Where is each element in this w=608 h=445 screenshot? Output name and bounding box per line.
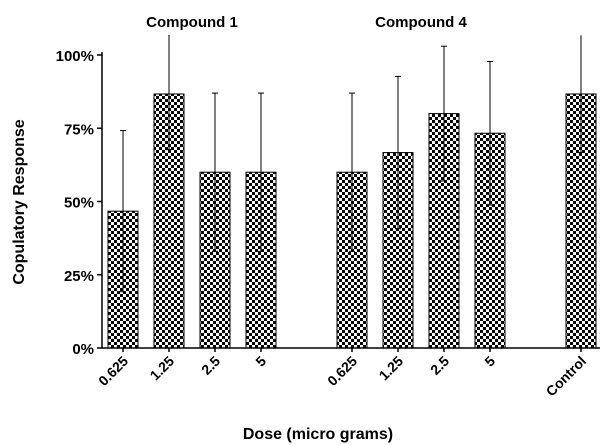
y-tick-label: 25%	[64, 268, 94, 285]
error-bars	[120, 35, 584, 293]
x-tick-label: Control	[543, 353, 590, 400]
x-tick-label: 0.625	[95, 353, 131, 389]
y-tick-label: 75%	[64, 121, 94, 138]
y-axis-label: Copulatory Response	[11, 119, 28, 284]
x-tick-label: 5	[252, 353, 269, 370]
x-axis-label: Dose (micro grams)	[243, 426, 393, 443]
x-axis-ticks: 0.625 1.25 2.5 5 0.625 1.25 2.5 5 Control	[95, 348, 589, 399]
x-tick-label: 2.5	[198, 353, 223, 378]
group-labels: Compound 1 Compound 4	[146, 14, 467, 31]
x-tick-label: 0.625	[324, 353, 360, 389]
group-label: Compound 1	[146, 14, 238, 31]
group-label: Compound 4	[375, 14, 467, 31]
x-tick-label: 1.25	[147, 353, 178, 384]
y-tick-label: 100%	[56, 48, 94, 65]
y-tick-label: 50%	[64, 195, 94, 212]
axes	[101, 52, 600, 349]
x-tick-label: 2.5	[427, 353, 452, 378]
x-tick-label: 1.25	[376, 353, 407, 384]
x-tick-label: 5	[481, 353, 498, 370]
y-axis-ticks: 0% 25% 50% 75% 100%	[56, 48, 102, 358]
y-tick-label: 0%	[72, 341, 94, 358]
